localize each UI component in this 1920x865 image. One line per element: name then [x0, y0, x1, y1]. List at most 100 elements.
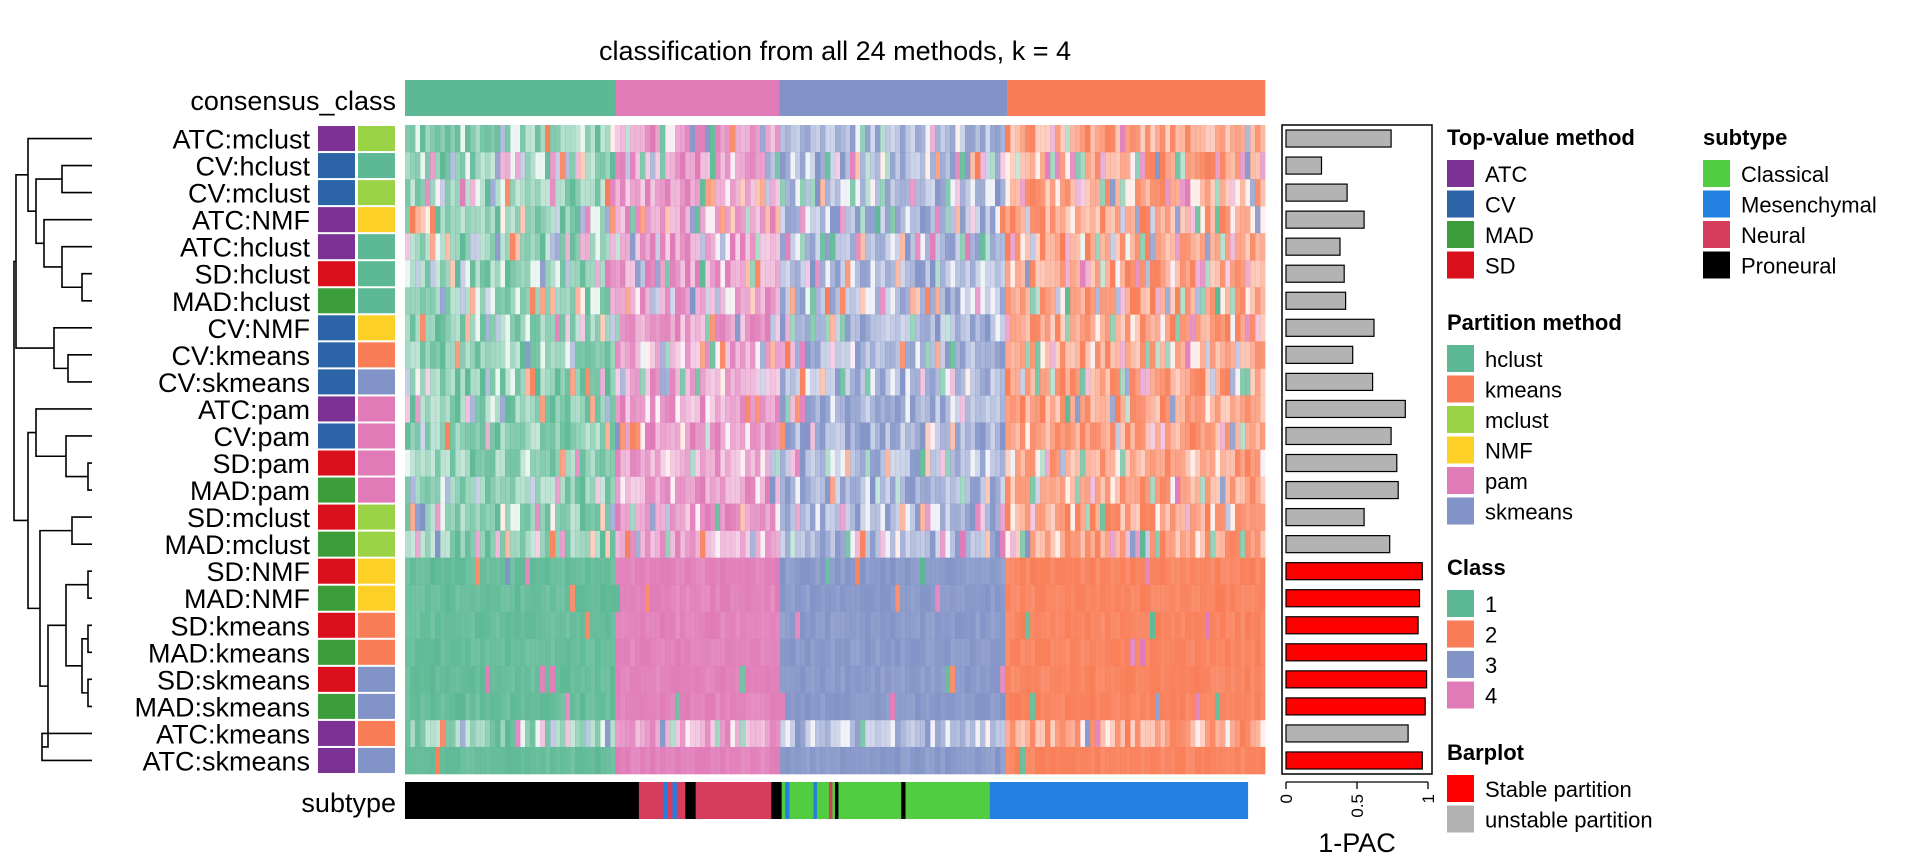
heatmap-cell	[1125, 530, 1131, 558]
heatmap-cell	[1255, 746, 1261, 775]
heatmap-cell	[660, 179, 666, 207]
heatmap-cell	[570, 125, 576, 153]
heatmap-cell	[1255, 314, 1261, 342]
heatmap-cell	[770, 368, 776, 396]
heatmap-cell	[1230, 368, 1236, 396]
heatmap-cell	[510, 557, 516, 586]
heatmap-cell	[455, 368, 461, 396]
heatmap-cell	[975, 746, 981, 775]
heatmap-cell	[515, 260, 521, 288]
heatmap-cell	[1025, 260, 1031, 288]
heatmap-cell	[1245, 449, 1251, 477]
heatmap-cell	[515, 341, 521, 369]
heatmap-cell	[580, 584, 586, 613]
heatmap-cell	[480, 584, 486, 613]
heatmap-cell	[630, 179, 636, 207]
heatmap-cell	[1070, 260, 1076, 288]
heatmap-cell	[1070, 611, 1076, 640]
heatmap-cell	[425, 260, 431, 288]
heatmap-cell	[1250, 665, 1256, 694]
heatmap-cell	[940, 638, 946, 667]
heatmap-cell	[1190, 125, 1196, 153]
heatmap-cell	[710, 584, 716, 613]
heatmap-cell	[1220, 287, 1226, 315]
heatmap-cell	[795, 206, 801, 234]
heatmap-cell	[435, 233, 441, 261]
heatmap-cell	[925, 476, 931, 504]
heatmap-cell	[885, 746, 891, 775]
heatmap-cell	[1210, 422, 1216, 450]
heatmap-cell	[1225, 260, 1231, 288]
heatmap-cell	[1145, 611, 1151, 640]
heatmap-cell	[1210, 719, 1216, 748]
heatmap-cell	[535, 125, 541, 153]
heatmap-cell	[750, 584, 756, 613]
heatmap-cell	[705, 692, 711, 721]
heatmap-cell	[480, 233, 486, 261]
heatmap-cell	[1100, 233, 1106, 261]
heatmap-cell	[895, 422, 901, 450]
heatmap-cell	[1035, 665, 1041, 694]
heatmap-cell	[565, 530, 571, 558]
heatmap-cell	[930, 395, 936, 423]
heatmap-cell	[630, 368, 636, 396]
heatmap-cell	[640, 233, 646, 261]
consensus-segment	[1007, 80, 1266, 116]
heatmap-cell	[445, 152, 451, 180]
legend-label: hclust	[1485, 347, 1542, 372]
heatmap-cell	[480, 422, 486, 450]
heatmap-cell	[610, 260, 616, 288]
heatmap-cell	[485, 125, 491, 153]
heatmap-cell	[1235, 719, 1241, 748]
heatmap-cell	[645, 152, 651, 180]
heatmap-cell	[575, 611, 581, 640]
heatmap-cell	[535, 503, 541, 531]
heatmap-cell	[1095, 746, 1101, 775]
heatmap-cell	[1225, 584, 1231, 613]
heatmap-cell	[1105, 530, 1111, 558]
legend-swatch	[1447, 497, 1474, 525]
heatmap-cell	[800, 530, 806, 558]
heatmap-cell	[875, 341, 881, 369]
heatmap-cell	[890, 665, 896, 694]
heatmap-cell	[495, 476, 501, 504]
heatmap-cell	[1145, 260, 1151, 288]
heatmap-cell	[945, 557, 951, 586]
heatmap-cell	[885, 476, 891, 504]
heatmap-cell	[1030, 746, 1036, 775]
heatmap-cell	[605, 638, 611, 667]
heatmap-cell	[450, 692, 456, 721]
heatmap-cell	[500, 719, 506, 748]
heatmap-cell	[710, 152, 716, 180]
heatmap-cell	[1085, 746, 1091, 775]
heatmap-cell	[1005, 476, 1011, 504]
heatmap-cell	[540, 665, 546, 694]
heatmap-cell	[545, 260, 551, 288]
heatmap-cell	[1205, 368, 1211, 396]
heatmap-cell	[495, 368, 501, 396]
heatmap-cell	[520, 341, 526, 369]
heatmap-cell	[420, 395, 426, 423]
heatmap-cell	[495, 341, 501, 369]
heatmap-cell	[1105, 584, 1111, 613]
heatmap-cell	[435, 395, 441, 423]
heatmap-cell	[635, 287, 641, 315]
heatmap-cell	[505, 125, 511, 153]
heatmap-cell	[495, 530, 501, 558]
heatmap-cell	[620, 422, 626, 450]
heatmap-cell	[905, 152, 911, 180]
heatmap-cell	[415, 476, 421, 504]
heatmap-cell	[585, 503, 591, 531]
heatmap-cell	[835, 746, 841, 775]
heatmap-cell	[950, 395, 956, 423]
heatmap-cell	[745, 449, 751, 477]
heatmap-cell	[860, 368, 866, 396]
heatmap-cell	[880, 638, 886, 667]
heatmap-cell	[840, 422, 846, 450]
heatmap-cell	[720, 611, 726, 640]
heatmap-cell	[745, 557, 751, 586]
heatmap-cell	[935, 476, 941, 504]
top-value-cell	[318, 342, 355, 368]
heatmap-cell	[465, 179, 471, 207]
heatmap-cell	[1180, 260, 1186, 288]
